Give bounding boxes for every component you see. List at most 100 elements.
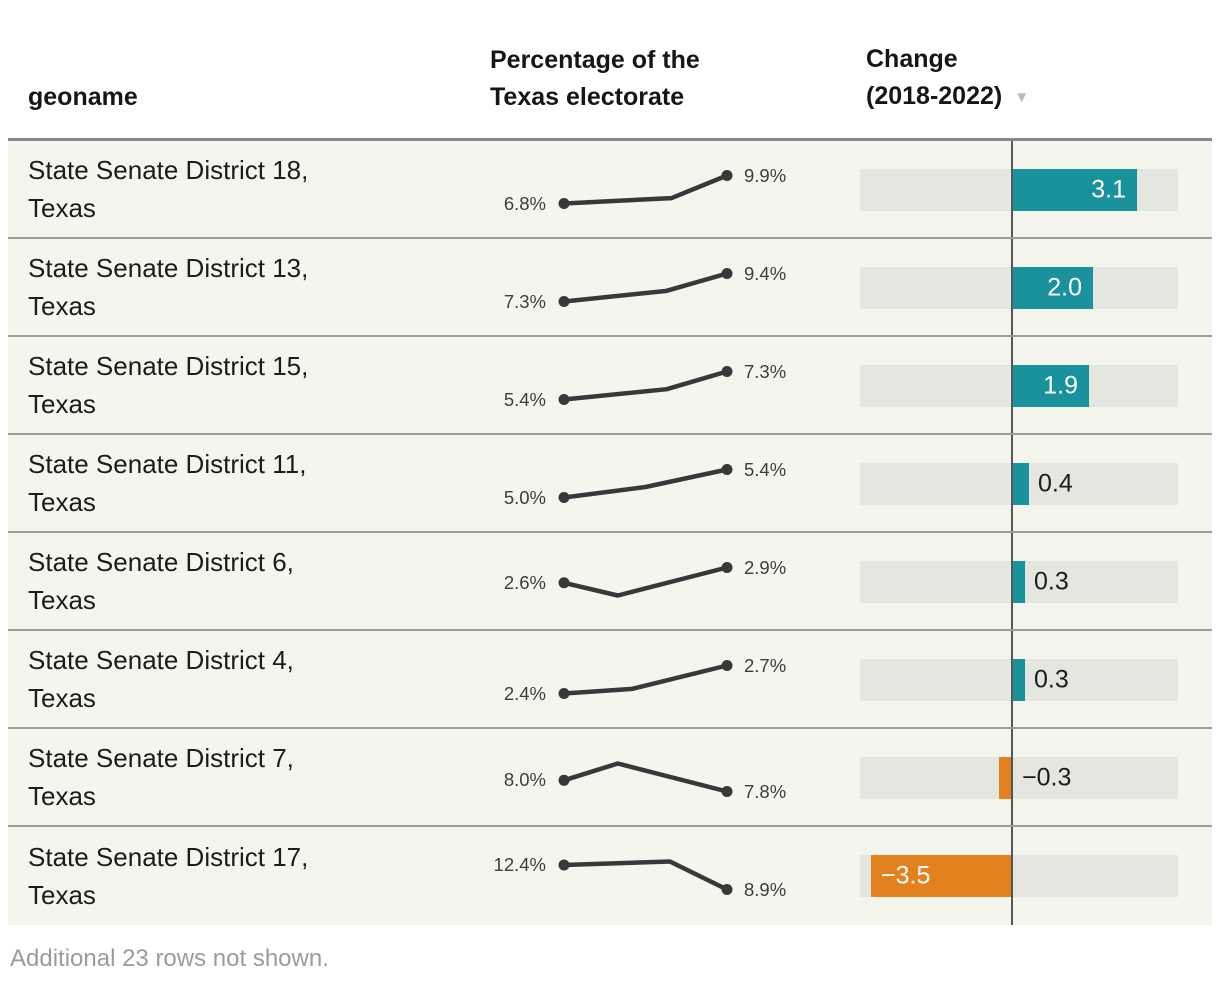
sparkline-line: [561, 859, 730, 892]
sparkline-line: [561, 467, 730, 500]
table-row: State Senate District 11, Texas 5.0% 5.4% 0.…: [8, 435, 1212, 533]
change-value-label: −0.3: [1022, 763, 1072, 792]
table-body: State Senate District 18, Texas 6.8% 9.9% 3.…: [0, 141, 1220, 925]
change-bar: [1013, 169, 1137, 211]
zero-axis-line: [1011, 533, 1013, 629]
zero-axis-line: [1011, 827, 1013, 925]
sparkline-end-dot: [721, 562, 733, 573]
row-geoname: State Senate District 15, Texas: [28, 347, 308, 423]
sparkline-chart: [558, 170, 733, 209]
row-geoname-line1: State Senate District 15,: [28, 351, 309, 381]
change-value-label: −3.5: [881, 861, 931, 890]
table-row: State Senate District 7, Texas 8.0% 7.8% −0.…: [8, 729, 1212, 827]
change-bar: [1013, 659, 1025, 701]
change-bar: [871, 855, 1011, 897]
sparkline-start-dot: [558, 774, 570, 786]
sparkline-chart: [558, 859, 733, 895]
change-bar: [1013, 463, 1029, 505]
sparkline-end-label: 9.9%: [744, 164, 787, 186]
change-value-label: 2.0: [1047, 273, 1082, 302]
change-value-label: 3.1: [1091, 175, 1126, 204]
sparkline-end-label: 9.4%: [744, 262, 787, 284]
row-geoname-line2: Texas: [28, 389, 96, 419]
table-row: State Senate District 13, Texas 7.3% 9.4% 2.…: [8, 239, 1212, 337]
column-header-percentage: Percentage of the Texas electorate: [490, 42, 700, 116]
row-geoname-line2: Texas: [28, 585, 96, 615]
zero-axis-line: [1011, 141, 1013, 237]
sparkline-chart: [558, 562, 733, 598]
row-geoname: State Senate District 7, Texas: [28, 739, 294, 815]
sparkline-line: [561, 565, 730, 598]
change-bar: [1013, 365, 1089, 407]
sparkline-end-label: 2.9%: [744, 556, 787, 578]
column-header-percentage-line2: Texas electorate: [490, 83, 685, 111]
change-bar: [1013, 561, 1025, 603]
sparkline-line: [561, 271, 730, 304]
sparkline-chart: [558, 761, 733, 797]
sparkline-start-dot: [558, 688, 570, 699]
sparkline-start-dot: [558, 198, 570, 209]
row-geoname: State Senate District 11, Texas: [28, 445, 306, 521]
table-header-row: geoname Percentage of the Texas electora…: [8, 0, 1212, 141]
sparkline-start-label: 7.3%: [503, 290, 546, 312]
sparkline-start-dot: [558, 492, 570, 503]
sparkline-start-label: 5.4%: [503, 388, 546, 410]
sparkline-start-dot: [558, 577, 570, 589]
sparkline-chart: [558, 464, 733, 503]
sparkline-start-label: 5.0%: [503, 486, 546, 508]
row-geoname-line2: Texas: [28, 781, 96, 811]
sparkline-end-dot: [721, 786, 733, 797]
table-row: State Senate District 4, Texas 2.4% 2.7% 0.3: [8, 631, 1212, 729]
change-bar: [1013, 267, 1093, 309]
sparkline-start-label: 2.4%: [503, 682, 546, 704]
change-bar: [999, 757, 1011, 799]
sparkline-end-dot: [721, 170, 733, 181]
row-geoname-line2: Texas: [28, 291, 96, 321]
sort-descending-icon[interactable]: ▼: [1014, 89, 1030, 106]
column-header-geoname: geoname: [28, 83, 138, 111]
sparkline-end-dot: [721, 464, 733, 475]
row-geoname-line2: Texas: [28, 683, 96, 713]
sparkline-start-dot: [558, 296, 570, 307]
row-geoname-line2: Texas: [28, 193, 96, 223]
sparkline-start-dot: [558, 394, 570, 405]
change-value-label: 0.4: [1038, 469, 1073, 498]
row-geoname-line1: State Senate District 13,: [28, 253, 309, 283]
sparkline-start-label: 2.6%: [503, 571, 546, 593]
change-value-label: 0.3: [1034, 665, 1069, 694]
change-value-label: 1.9: [1043, 371, 1078, 400]
sparkline-end-dot: [721, 660, 733, 671]
footer-note: Additional 23 rows not shown.: [10, 945, 329, 972]
zero-axis-line: [1011, 729, 1013, 825]
sparkline-end-dot: [721, 268, 733, 279]
column-header-change-line1: Change: [866, 45, 958, 73]
row-geoname-line1: State Senate District 7,: [28, 743, 294, 773]
table-row: State Senate District 6, Texas 2.6% 2.9% 0.3: [8, 533, 1212, 631]
sparkline-start-label: 12.4%: [493, 854, 546, 875]
row-geoname: State Senate District 13, Texas: [28, 249, 308, 325]
table-row: State Senate District 15, Texas 5.4% 7.3% 1.…: [8, 337, 1212, 435]
column-header-percentage-line1: Percentage of the: [490, 46, 700, 74]
zero-axis-line: [1011, 239, 1013, 335]
row-geoname: State Senate District 6, Texas: [28, 543, 294, 619]
row-geoname-line1: State Senate District 11,: [28, 449, 307, 479]
sparkline-end-label: 7.3%: [744, 360, 787, 382]
sparkline-chart: [558, 268, 733, 307]
sparkline-end-label: 8.9%: [744, 878, 787, 900]
row-geoname: State Senate District 4, Texas: [28, 641, 294, 717]
sparkline-line: [561, 663, 730, 696]
sparkline-start-dot: [558, 859, 570, 871]
column-header-change[interactable]: Change (2018-2022) ▼: [866, 41, 1029, 116]
column-header-change-line2: (2018-2022): [866, 82, 1003, 110]
zero-axis-line: [1011, 337, 1013, 433]
sparkline-end-dot: [721, 884, 733, 895]
row-geoname-line2: Texas: [28, 487, 96, 517]
sparkline-chart: [558, 366, 733, 405]
zero-axis-line: [1011, 631, 1013, 727]
table-row: State Senate District 17, Texas 12.4% 8.9% −…: [8, 827, 1212, 925]
sparkline-start-label: 8.0%: [503, 769, 546, 791]
row-geoname-line1: State Senate District 17,: [28, 842, 309, 872]
sparkline-end-dot: [721, 366, 733, 377]
sparkline-line: [561, 761, 730, 794]
